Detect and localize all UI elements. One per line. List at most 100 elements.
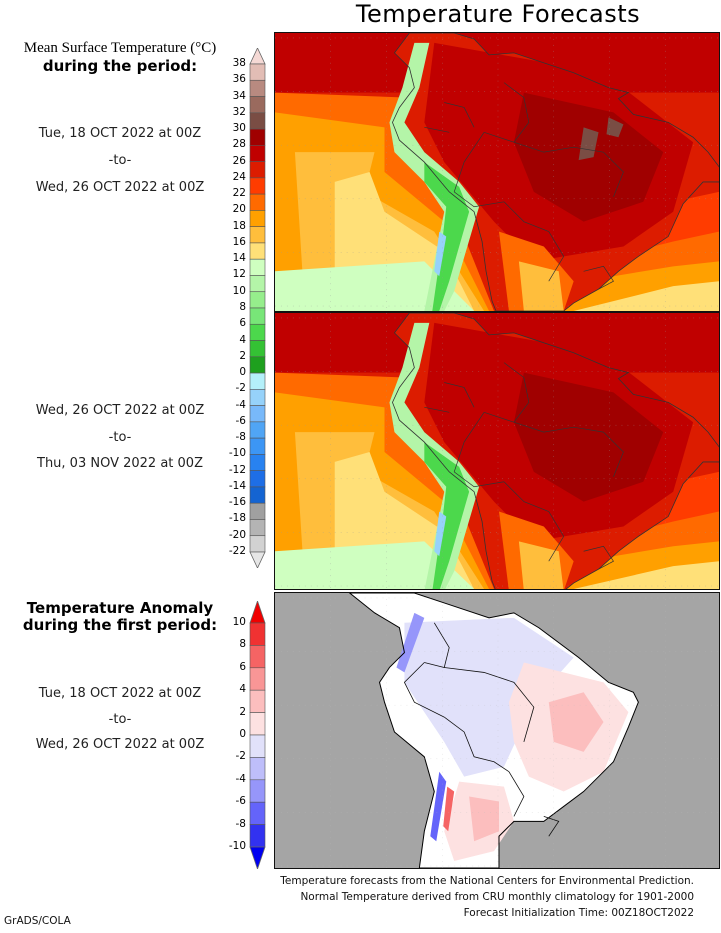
country-border bbox=[444, 382, 475, 408]
colorbar-tick-label: 8 bbox=[239, 638, 246, 651]
footer-line-2: Normal Temperature derived from CRU mont… bbox=[300, 891, 694, 903]
colorbar-tick-label: -8 bbox=[235, 431, 246, 444]
colorbar-segment bbox=[249, 437, 266, 455]
country-border bbox=[424, 622, 450, 668]
colorbar-tick-label: 8 bbox=[239, 301, 246, 313]
colorbar-tick-label: 14 bbox=[232, 252, 246, 265]
colorbar-segment bbox=[249, 275, 266, 293]
colorbar-segment bbox=[249, 128, 266, 146]
colorbar-segment bbox=[249, 63, 266, 81]
colorbar-segment bbox=[249, 258, 266, 276]
colorbar-tick-label: 12 bbox=[232, 268, 246, 281]
colorbar-segment bbox=[249, 421, 266, 439]
colorbar-tick-label: 0 bbox=[239, 728, 246, 740]
colorbar-tick-label: -4 bbox=[235, 398, 246, 411]
colorbar-segment bbox=[249, 645, 266, 669]
country-border bbox=[453, 412, 505, 488]
country-border bbox=[583, 545, 614, 570]
colorbar-tick-label: 16 bbox=[232, 235, 246, 248]
andes-negative-anomaly bbox=[430, 771, 447, 842]
grads-credit: GrADS/COLA bbox=[4, 915, 71, 927]
colorbar-bottom-arrow bbox=[249, 551, 266, 569]
footer-notes: Temperature forecasts from the National … bbox=[280, 873, 694, 921]
period3-sep: -to- bbox=[108, 712, 132, 727]
colorbar-tick-label: -4 bbox=[235, 772, 246, 785]
colorbar-tick-label: 24 bbox=[232, 170, 246, 183]
country-border bbox=[513, 421, 624, 477]
colorbar-segment bbox=[249, 486, 266, 504]
colorbar-tick-label: 4 bbox=[239, 683, 246, 696]
country-border bbox=[483, 362, 530, 423]
colorbar-svg bbox=[249, 47, 266, 569]
colorbar-tick-label: 4 bbox=[239, 333, 246, 346]
andes-positive-anomaly bbox=[443, 786, 455, 832]
colorbar-tick-label: 34 bbox=[232, 89, 246, 102]
colorbar-tick-label: 20 bbox=[232, 203, 246, 216]
colorbar-segment bbox=[249, 535, 266, 553]
country-border bbox=[424, 406, 450, 413]
colorbar-tick-label: 6 bbox=[239, 660, 246, 673]
colorbar-top-arrow bbox=[249, 47, 266, 65]
colorbar-tick-label: -18 bbox=[228, 512, 246, 525]
hotspot-zone bbox=[606, 117, 624, 138]
atlantic-band bbox=[573, 561, 719, 589]
colorbar-segment bbox=[249, 689, 266, 713]
period2-sep: -to- bbox=[108, 430, 132, 445]
colorbar-tick-label: 18 bbox=[232, 219, 246, 232]
colorbar-segment bbox=[249, 356, 266, 374]
andes-ice-zone bbox=[434, 511, 447, 557]
footer-line-1: Temperature forecasts from the National … bbox=[280, 875, 694, 887]
colorbar-segment bbox=[249, 779, 266, 803]
anomaly-header-line2: during the first period: bbox=[22, 616, 218, 634]
colorbar-segment bbox=[249, 502, 266, 520]
colorbar-tick-label: 2 bbox=[239, 705, 246, 718]
colorbar-tick-label: 22 bbox=[232, 187, 246, 200]
colorbar-segment bbox=[249, 667, 266, 691]
colorbar-segment bbox=[249, 519, 266, 537]
colorbar-tick-label: 26 bbox=[232, 154, 246, 167]
colorbar-segment bbox=[249, 291, 266, 309]
colorbar-tick-label: -10 bbox=[228, 840, 246, 852]
colorbar-tick-label: 10 bbox=[232, 284, 246, 297]
colorbar-segment bbox=[249, 112, 266, 130]
colorbar-tick-label: -6 bbox=[235, 414, 246, 427]
footer-line-3: Forecast Initialization Time: 00Z18OCT20… bbox=[463, 907, 694, 919]
interior-hot-zone bbox=[513, 372, 664, 502]
colorbar-bottom-arrow bbox=[249, 846, 266, 871]
period1-sep: -to- bbox=[108, 153, 132, 168]
period2-start: Wed, 26 OCT 2022 at 00Z bbox=[35, 403, 205, 418]
colorbar-tick-label: -12 bbox=[228, 463, 246, 476]
positive-anomaly-zone bbox=[469, 796, 499, 842]
period1-start: Tue, 18 OCT 2022 at 00Z bbox=[38, 126, 202, 141]
colorbar-tick-label: 32 bbox=[232, 105, 246, 118]
country-border bbox=[453, 132, 505, 208]
anomaly-map-panel bbox=[274, 592, 720, 869]
colorbar-segment bbox=[249, 145, 266, 162]
southern-cone-zone bbox=[518, 541, 564, 589]
colorbar-tick-label: 2 bbox=[239, 349, 246, 362]
country-border bbox=[543, 815, 560, 837]
colorbar-tick-label: -6 bbox=[235, 795, 246, 808]
colorbar-tick-label: -14 bbox=[228, 479, 246, 492]
country-border bbox=[444, 667, 535, 743]
colorbar-segment bbox=[249, 801, 266, 825]
colorbar-top-arrow bbox=[249, 599, 266, 624]
andes-ice-zone bbox=[434, 231, 447, 277]
colorbar-tick-label: 10 bbox=[232, 616, 246, 628]
anomaly-header-line1: Temperature Anomaly bbox=[26, 599, 214, 617]
colorbar-tick-label: 36 bbox=[232, 73, 246, 86]
period2-end: Thu, 03 NOV 2022 at 00Z bbox=[37, 456, 203, 471]
colorbar-segment bbox=[249, 372, 266, 390]
coastline bbox=[392, 33, 719, 311]
coastline bbox=[392, 313, 719, 589]
colorbar-tick-label: 0 bbox=[239, 366, 246, 379]
colorbar-segment bbox=[249, 96, 266, 114]
colorbar-segment bbox=[249, 323, 266, 341]
country-border bbox=[444, 102, 475, 128]
colorbar-segment bbox=[249, 389, 266, 406]
colorbar-tick-label: 38 bbox=[232, 57, 246, 69]
colorbar-segment bbox=[249, 226, 266, 244]
colorbar-tick-label: 30 bbox=[232, 122, 246, 135]
period1-end: Wed, 26 OCT 2022 at 00Z bbox=[35, 180, 205, 195]
mean-temp-header-line1: Mean Surface Temperature (°C) bbox=[23, 40, 217, 56]
